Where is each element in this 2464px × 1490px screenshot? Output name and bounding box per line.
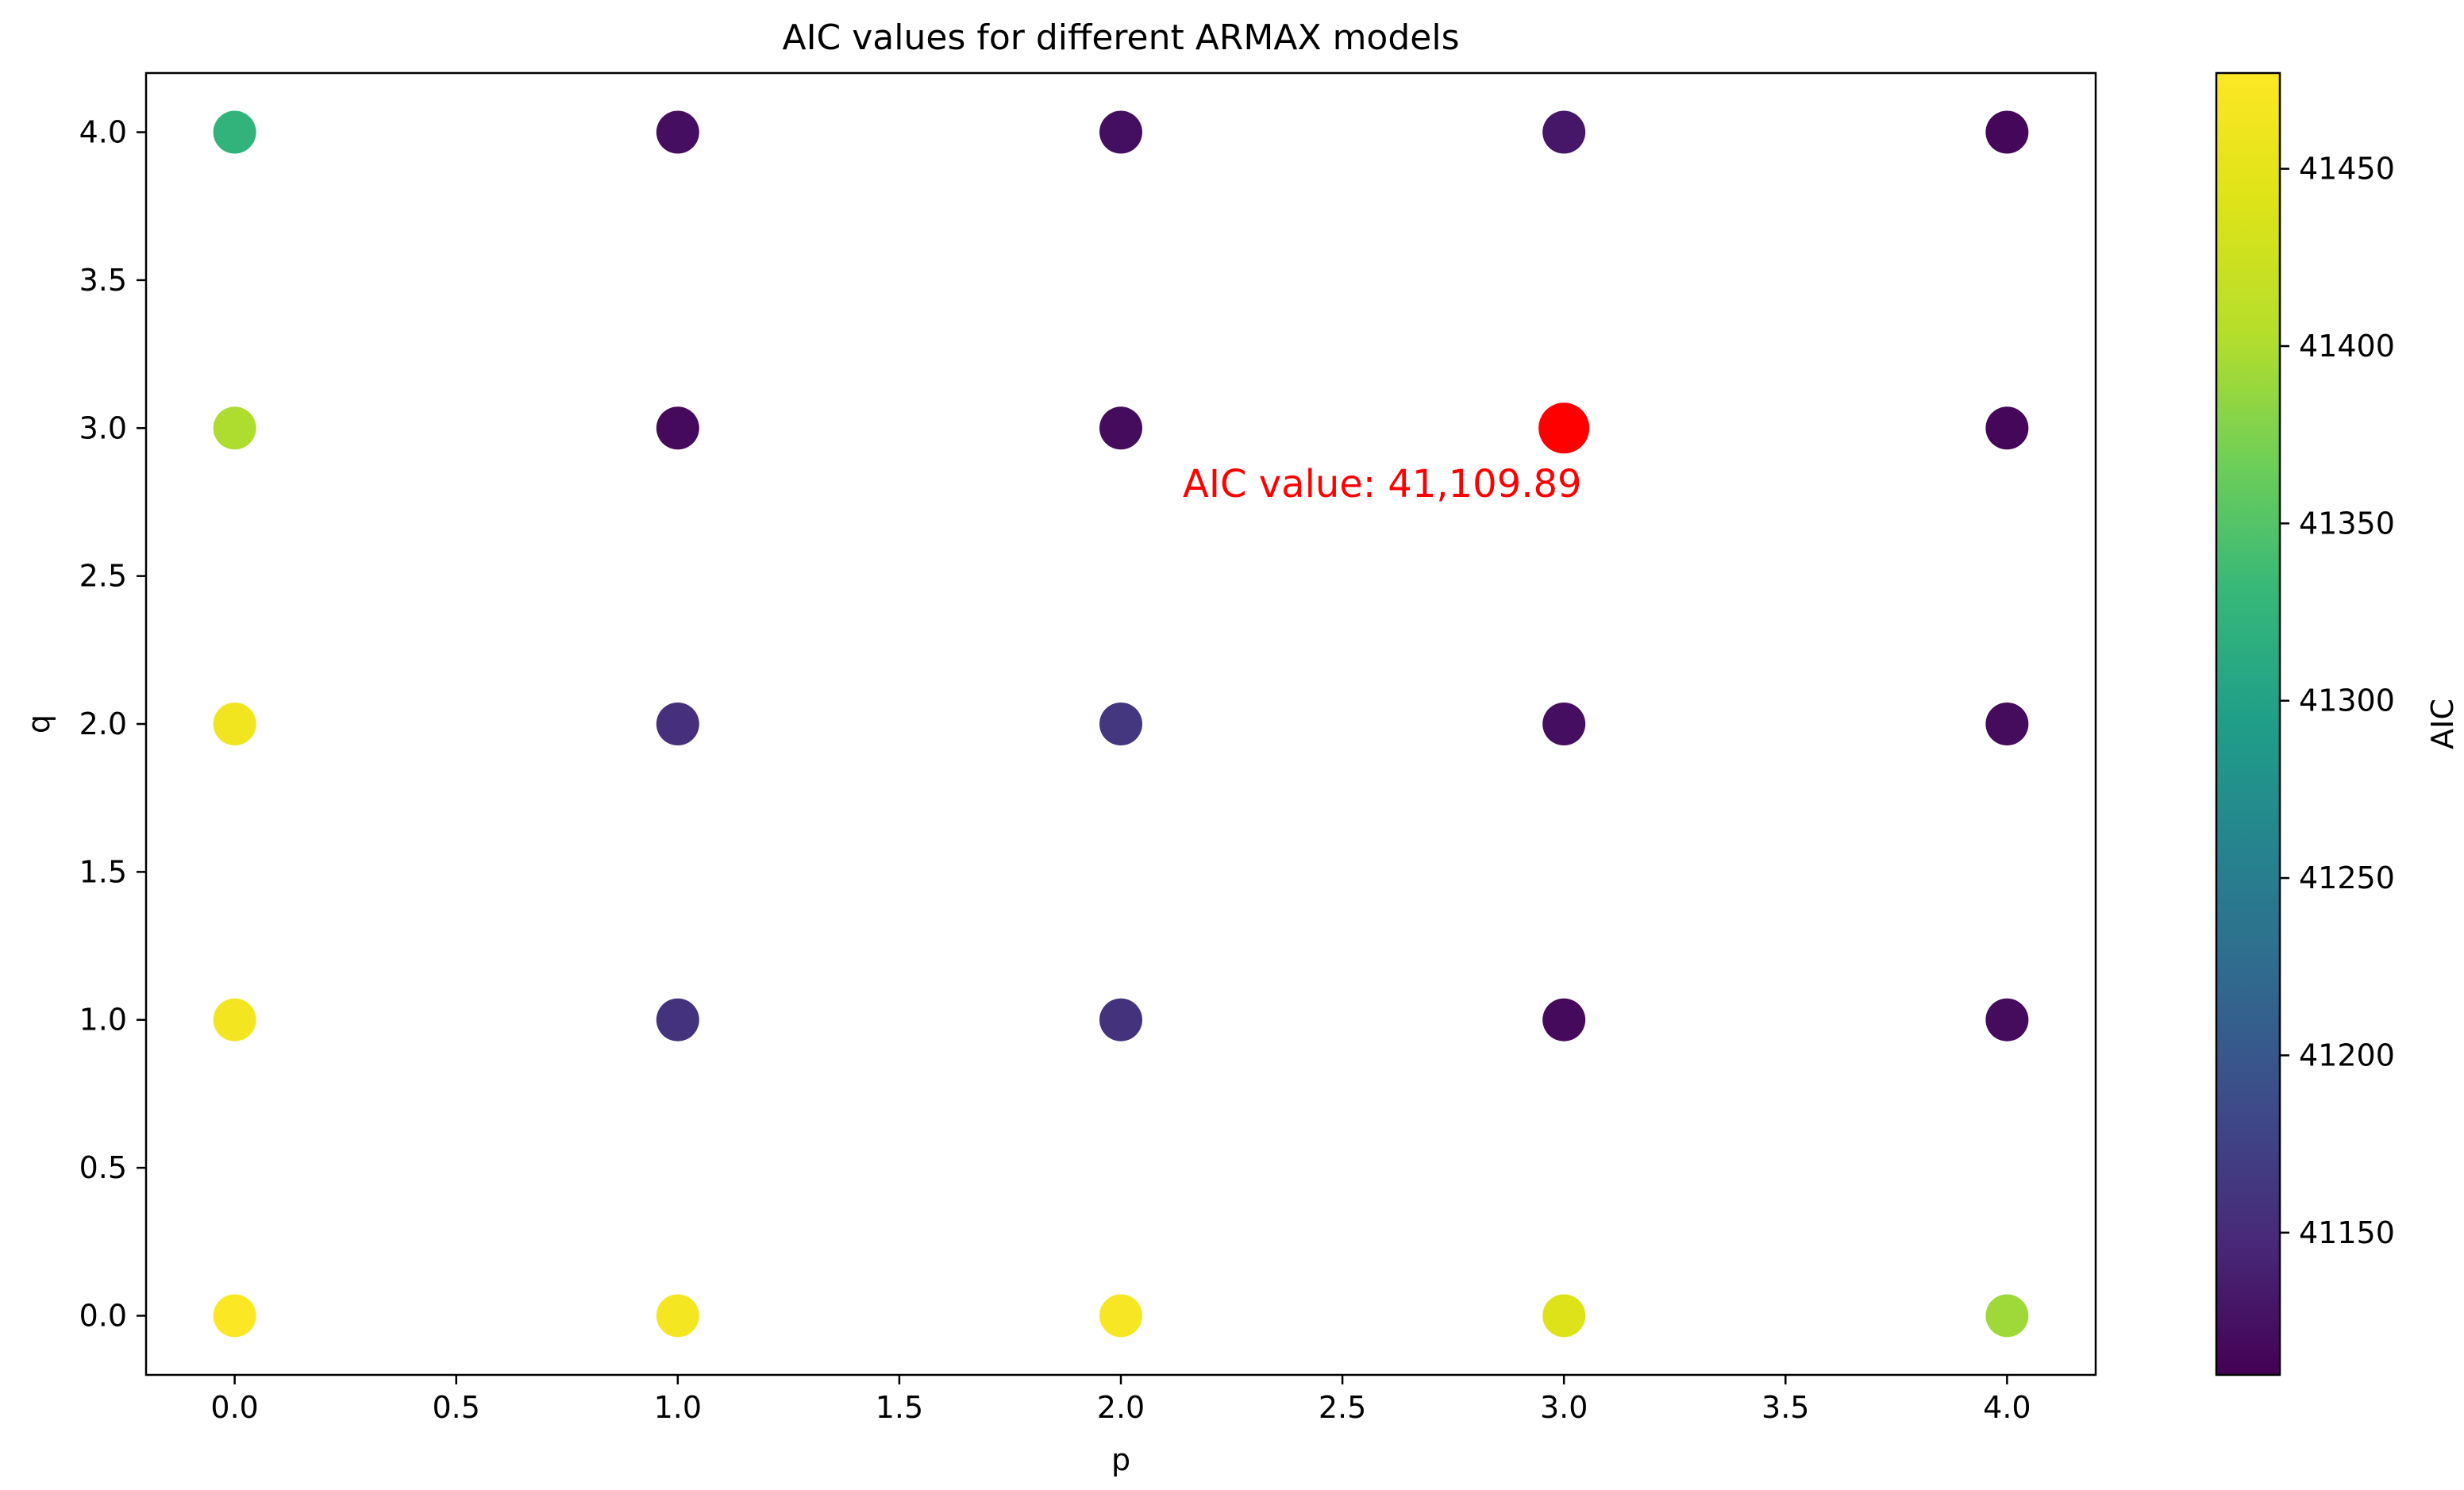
y-tick-label: 2.5	[79, 559, 127, 594]
colorbar-ticks: 41150 41200 41250 41300 41350 41400 41450	[2280, 152, 2395, 1250]
x-tick-label: 3.5	[1761, 1390, 1809, 1425]
colorbar-tick-label: 41200	[2299, 1038, 2395, 1072]
colorbar-tick-label: 41250	[2299, 861, 2395, 895]
x-axis-label: p	[1111, 1442, 1130, 1477]
x-tick-label: 3.0	[1540, 1390, 1588, 1425]
data-point	[1099, 703, 1142, 745]
data-point	[1542, 703, 1586, 745]
x-tick-label: 2.5	[1319, 1390, 1366, 1425]
data-point	[213, 998, 256, 1041]
colorbar-tick-label: 41350	[2299, 506, 2395, 541]
colorbar: 41150 41200 41250 41300 41350 41400 41450 AIC	[2215, 71, 2460, 1376]
colorbar-gradient	[2215, 71, 2281, 1376]
highlighted-point	[1538, 402, 1590, 454]
y-tick-label: 4.0	[79, 115, 127, 150]
colorbar-tick-label: 41400	[2299, 329, 2395, 364]
data-point	[1985, 703, 2029, 745]
data-point	[1985, 1294, 2029, 1338]
y-axis-ticks: 0.0 0.5 1.0 1.5 2.0 2.5 3.0 3.5 4.0	[79, 115, 146, 1333]
x-tick-label: 0.0	[210, 1390, 258, 1425]
y-tick-label: 0.0	[79, 1298, 127, 1333]
data-point	[1985, 998, 2029, 1041]
x-axis-ticks: 0.0 0.5 1.0 1.5 2.0 2.5 3.0 3.5 4.0	[210, 1375, 2031, 1425]
data-point	[1542, 110, 1586, 154]
y-tick-label: 0.5	[79, 1150, 127, 1185]
x-tick-label: 1.0	[654, 1390, 702, 1425]
colorbar-label: AIC	[2425, 699, 2460, 749]
colorbar-tick-label: 41300	[2299, 683, 2395, 718]
y-tick-label: 1.0	[79, 1003, 127, 1038]
y-tick-label: 2.0	[79, 706, 127, 741]
plot-frame	[144, 71, 2097, 1376]
data-points	[213, 110, 2029, 1338]
data-point	[1985, 406, 2029, 450]
y-tick-label: 3.0	[79, 410, 127, 445]
y-tick-label: 1.5	[79, 854, 127, 889]
x-tick-label: 0.5	[433, 1390, 480, 1425]
data-point	[656, 703, 699, 745]
data-point	[213, 110, 256, 154]
chart-title: AIC values for different ARMAX models	[782, 17, 1459, 58]
data-point	[1985, 110, 2029, 154]
x-tick-label: 2.0	[1097, 1390, 1145, 1425]
data-point	[656, 998, 699, 1041]
colorbar-tick-label: 41450	[2299, 152, 2395, 187]
data-point	[656, 110, 699, 154]
colorbar-tick-label: 41150	[2299, 1215, 2395, 1250]
y-axis-label: q	[21, 714, 56, 733]
data-point	[656, 1294, 699, 1338]
min-aic-annotation: AIC value: 41,109.89	[1183, 462, 1582, 506]
y-tick-label: 3.5	[79, 263, 127, 298]
data-point	[213, 703, 256, 745]
x-tick-label: 1.5	[876, 1390, 923, 1425]
data-point	[213, 1294, 256, 1338]
x-tick-label: 4.0	[1983, 1390, 2031, 1425]
data-point	[1542, 1294, 1586, 1338]
data-point	[1099, 1294, 1142, 1338]
data-point	[1099, 406, 1142, 450]
data-point	[656, 406, 699, 450]
data-point	[1542, 998, 1586, 1041]
data-point	[213, 406, 256, 450]
data-point	[1099, 998, 1142, 1041]
data-point	[1099, 110, 1142, 154]
